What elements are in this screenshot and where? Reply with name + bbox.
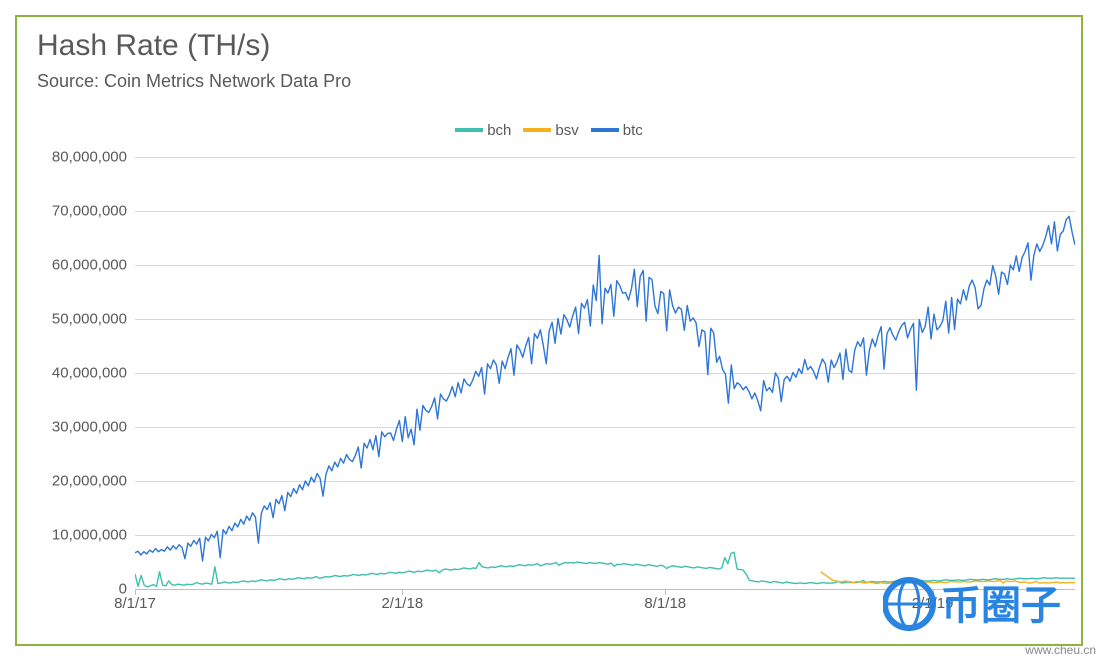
plot-area (135, 157, 1075, 589)
legend-item-bsv: bsv (523, 122, 578, 139)
y-tick-label: 60,000,000 (17, 257, 127, 274)
y-tick-label: 20,000,000 (17, 473, 127, 490)
y-tick-label: 50,000,000 (17, 311, 127, 328)
legend-label: btc (623, 122, 643, 139)
chart-frame: Hash Rate (TH/s) Source: Coin Metrics Ne… (15, 15, 1083, 646)
x-tick-label: 2/1/18 (381, 595, 423, 612)
y-tick-label: 10,000,000 (17, 527, 127, 544)
y-tick-label: 40,000,000 (17, 365, 127, 382)
y-tick-label: 0 (17, 581, 127, 598)
legend-label: bch (487, 122, 511, 139)
legend-swatch (591, 128, 619, 132)
chart-title: Hash Rate (TH/s) (37, 29, 270, 63)
watermark-logo: 币圈子 (883, 575, 1078, 633)
watermark-text: 币圈子 (941, 584, 1061, 628)
chart-legend: bch bsv btc (17, 119, 1081, 139)
y-tick-label: 80,000,000 (17, 149, 127, 166)
legend-label: bsv (555, 122, 578, 139)
legend-swatch (455, 128, 483, 132)
series-svg (135, 157, 1075, 589)
legend-item-btc: btc (591, 122, 643, 139)
chart-subtitle: Source: Coin Metrics Network Data Pro (37, 71, 351, 92)
y-tick-label: 70,000,000 (17, 203, 127, 220)
legend-item-bch: bch (455, 122, 511, 139)
x-tick-label: 8/1/17 (114, 595, 156, 612)
y-tick-label: 30,000,000 (17, 419, 127, 436)
series-btc (135, 216, 1075, 561)
legend-swatch (523, 128, 551, 132)
x-tick-label: 8/1/18 (644, 595, 686, 612)
watermark-url: www.cheu.cn (1025, 643, 1096, 657)
